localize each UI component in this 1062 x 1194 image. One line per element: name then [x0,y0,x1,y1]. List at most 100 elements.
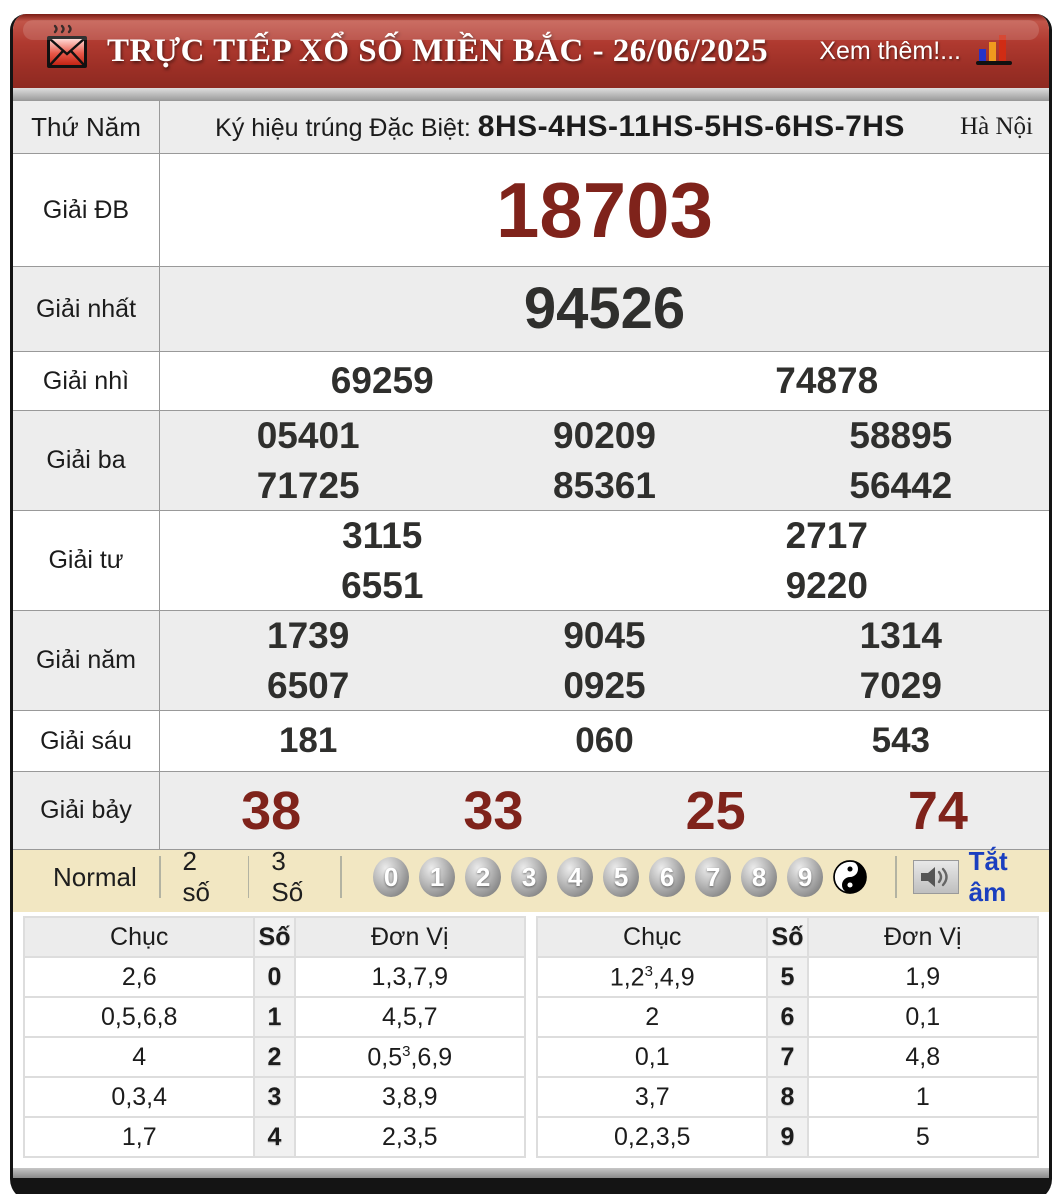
summary-row: 0,2,3,5 9 5 [535,1116,1040,1159]
prize-number: 181 [278,721,338,761]
summary-cell: 0,3,4 [22,1076,256,1119]
toolbar-gap [13,904,1049,913]
digit-ball-3[interactable]: 3 [511,857,548,898]
prize-label: Giải nhất [13,267,160,351]
prize-number: 1314 [859,615,942,657]
digit-ball-7[interactable]: 7 [695,857,732,898]
mode-separator [247,856,250,899]
prize-number: 90209 [553,415,656,456]
prize-number: 9220 [785,564,868,606]
digit-ball-9[interactable]: 9 [787,857,824,898]
digit-summary-section: Chục Số Đơn Vị 2,6 0 1,3,7,9 0,5,6,8 1 4,5,7 4 2 0,… [13,912,1049,1169]
summary-cell: 1 [806,1076,1040,1119]
summary-header: Số [253,916,296,959]
prize-label: Giải tư [13,511,160,611]
summary-table-0-4: Chục Số Đơn Vị 2,6 0 1,3,7,9 0,5,6,8 1 4,5,7 4 2 0,… [22,916,527,1159]
header-divider [13,88,1049,100]
special-sign-value: 8HS-4HS-11HS-5HS-6HS-7HS [477,110,905,143]
summary-cell: 3,7 [535,1076,769,1119]
prize-row: Giải tư 3115 2717 6551 9220 [13,510,1049,611]
bar-chart-icon[interactable] [975,31,1015,72]
digit-cell: 3 [253,1076,296,1119]
speaker-icon[interactable] [912,860,959,895]
prize-label: Giải năm [13,611,160,711]
prize-number: 3115 [342,515,423,557]
yin-yang-icon[interactable] [833,857,868,897]
summary-cell: 1,23,4,9 [535,956,769,999]
prize-number: 6551 [341,564,424,606]
prize-label: Giải ĐB [13,154,160,266]
prize-number: 05401 [256,415,360,456]
digit-cell: 4 [253,1116,296,1159]
mode-separator [158,856,161,899]
special-sign: Ký hiệu trúng Đặc Biệt: 8HS-4HS-11HS-5HS… [160,110,960,144]
summary-cell: 2 [535,996,769,1039]
summary-cell: 2,6 [22,956,256,999]
summary-row: 2,6 0 1,3,7,9 [22,956,527,999]
summary-cell: 5 [806,1116,1040,1159]
summary-header: Đơn Vị [806,916,1040,959]
special-sign-label: Ký hiệu trúng Đặc Biệt: [215,114,478,142]
prize-label: Giải ba [13,411,160,511]
prize-number: 94526 [523,276,686,342]
hot-mail-envelope-icon [41,24,93,79]
results-table: Thứ Năm Ký hiệu trúng Đặc Biệt: 8HS-4HS-… [13,100,1049,851]
prize-number: 25 [685,780,746,841]
digit-ball-8[interactable]: 8 [741,857,778,898]
summary-row: 0,1 7 4,8 [535,1036,1040,1079]
digit-ball-1[interactable]: 1 [419,857,456,898]
digit-cell: 1 [253,996,296,1039]
toolbar-divider [894,856,897,899]
prize-row: Giải nhì 69259 74878 [13,351,1049,410]
summary-cell: 0,53,6,9 [293,1036,527,1079]
summary-row: 2 6 0,1 [535,996,1040,1039]
summary-header: Đơn Vị [293,916,527,959]
summary-cell: 1,9 [806,956,1040,999]
summary-row: 1,7 4 2,3,5 [22,1116,527,1159]
province-label: Hà Nội [960,113,1033,140]
summary-table-5-9: Chục Số Đơn Vị 1,23,4,9 5 1,9 2 6 0,1 0,1 7 4,8 3,7 8… [535,916,1040,1159]
digit-cell: 6 [766,996,809,1039]
prize-number: 7029 [859,664,942,706]
see-more-link[interactable]: Xem thêm!... [819,36,961,65]
summary-cell: 4,8 [806,1036,1040,1079]
digit-ball-2[interactable]: 2 [465,857,502,898]
prize-number: 85361 [553,464,656,506]
summary-cell: 3,8,9 [293,1076,527,1119]
digit-ball-6[interactable]: 6 [649,857,686,898]
digit-ball-5[interactable]: 5 [603,857,640,898]
prize-row: Giải bảy 38 33 25 74 [13,771,1049,850]
prize-number: 33 [463,780,524,841]
digit-ball-4[interactable]: 4 [557,857,594,898]
digit-cell: 8 [766,1076,809,1119]
summary-row: 0,5,6,8 1 4,5,7 [22,996,527,1039]
mode-1[interactable]: Normal [53,861,137,892]
summary-header: Số [766,916,809,959]
prize-number: 1739 [267,615,350,657]
summary-cell: 1,7 [22,1116,256,1159]
mode-2[interactable]: 2 số [182,846,211,908]
prize-number: 060 [575,721,634,761]
digit-ball-0[interactable]: 0 [373,857,410,898]
mode-3[interactable]: 3 Số [271,846,304,908]
prize-number: 9045 [563,615,646,657]
summary-header: Chục [535,916,769,959]
prize-number: 18703 [496,165,713,254]
summary-cell: 4,5,7 [293,996,527,1039]
summary-cell: 1,3,7,9 [293,956,527,999]
prize-number: 6507 [267,664,350,706]
digit-cell: 9 [766,1116,809,1159]
mute-button[interactable]: Tắt âm [968,846,1008,908]
prize-row: Giải nhất 94526 [13,266,1049,351]
header-bar: TRỰC TIẾP XỔ SỐ MIỀN BẮC - 26/06/2025 Xe… [13,14,1049,88]
prize-label: Giải bảy [13,772,160,850]
summary-row: 0,3,4 3 3,8,9 [22,1076,527,1119]
summary-cell: 0,2,3,5 [535,1116,769,1159]
mode-separator [340,856,343,899]
summary-cell: 0,1 [806,996,1040,1039]
prize-number: 56442 [849,464,953,506]
prize-row: Giải năm 1739 9045 1314 6507 0925 7029 [13,610,1049,711]
summary-row: 4 2 0,53,6,9 [22,1036,527,1079]
prize-row: Giải ĐB 18703 [13,153,1049,266]
